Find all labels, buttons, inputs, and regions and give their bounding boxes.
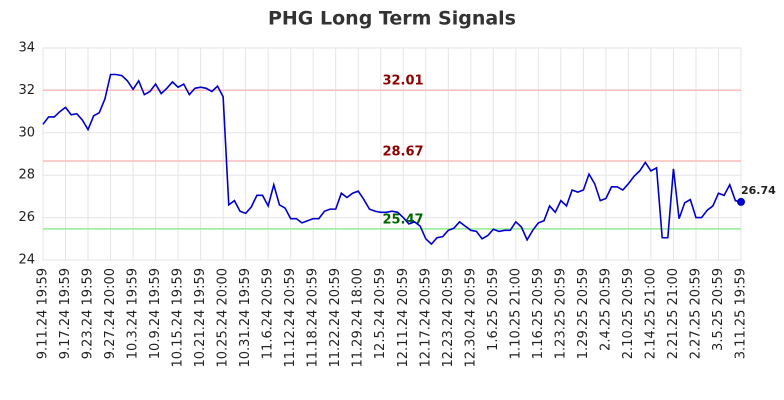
last-value-label: 26.74 (741, 184, 776, 197)
x-tick-label: 11.29.24 18:00 (351, 268, 366, 368)
x-tick-label: 12.23.24 20:59 (441, 268, 456, 368)
x-tick-label: 12.5.24 20:59 (373, 268, 388, 359)
x-tick-label: 11.18.24 20:59 (306, 268, 321, 368)
x-tick-label: 2.10.25 20:59 (621, 268, 636, 359)
x-tick-label: 9.11.24 19:59 (36, 268, 51, 359)
x-tick-label: 2.4.25 20:59 (598, 268, 613, 351)
y-tick-label: 34 (18, 41, 35, 56)
y-tick-label: 30 (18, 125, 35, 140)
x-tick-label: 9.27.24 20:00 (103, 268, 118, 359)
x-tick-label: 10.3.24 19:59 (126, 268, 141, 359)
x-tick-label: 11.6.24 20:59 (261, 268, 276, 359)
x-tick-label: 11.12.24 20:59 (283, 268, 298, 368)
x-tick-label: 12.11.24 20:59 (396, 268, 411, 368)
x-tick-label: 10.21.24 19:59 (193, 268, 208, 368)
x-tick-label: 1.29.25 20:59 (576, 268, 591, 359)
y-tick-label: 26 (18, 210, 35, 225)
x-tick-label: 9.23.24 19:59 (81, 268, 96, 359)
y-tick-label: 24 (18, 253, 35, 268)
x-tick-label: 3.11.25 19:59 (734, 268, 749, 359)
last-point (737, 197, 745, 206)
signal-label: 28.67 (382, 144, 423, 159)
x-tick-label: 10.15.24 19:59 (171, 268, 186, 368)
x-tick-label: 9.17.24 19:59 (58, 268, 73, 359)
x-tick-label: 10.31.24 19:59 (238, 268, 253, 368)
x-tick-label: 1.6.25 20:59 (486, 268, 501, 351)
y-tick-label: 32 (18, 83, 35, 98)
x-tick-label: 12.17.24 20:59 (418, 268, 433, 368)
x-tick-label: 1.16.25 20:59 (531, 268, 546, 359)
x-tick-label: 1.23.25 20:59 (553, 268, 568, 359)
x-tick-label: 2.14.25 21:00 (643, 268, 658, 359)
y-tick-label: 28 (18, 168, 35, 183)
signal-label: 25.47 (382, 212, 423, 227)
x-tick-label: 10.9.24 19:59 (148, 268, 163, 359)
x-tick-label: 1.10.25 21:00 (508, 268, 523, 359)
price-line (42, 73, 742, 246)
x-tick-label: 10.25.24 20:00 (216, 268, 231, 368)
x-tick-label: 3.5.25 20:59 (711, 268, 726, 351)
x-tick-label: 2.21.25 21:00 (666, 268, 681, 359)
chart-title: PHG Long Term Signals (268, 8, 516, 30)
x-tick-label: 11.22.24 20:59 (328, 268, 343, 368)
signal-label: 32.01 (382, 74, 423, 89)
x-tick-label: 12.30.24 20:59 (463, 268, 478, 368)
x-tick-label: 2.27.25 20:59 (688, 268, 703, 359)
